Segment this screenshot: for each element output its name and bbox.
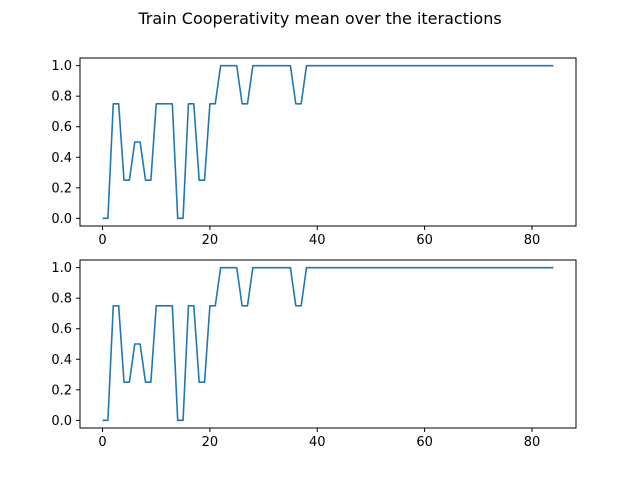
- y-tick-label: 1.0: [51, 59, 72, 74]
- x-tick-label: 0: [98, 233, 106, 248]
- plot-frame: [79, 57, 577, 227]
- y-tick-label: 0.6: [51, 120, 72, 135]
- y-tick-label: 0.2: [51, 383, 72, 398]
- x-tick-label: 0: [98, 435, 106, 450]
- subplot-top: 0 20 40 60 80 0.0 0.2 0.4 0.6 0.8 1.0: [51, 57, 577, 248]
- y-tick-label: 0.8: [51, 292, 72, 307]
- series-line: [102, 266, 554, 422]
- y-tick-label: 0.0: [51, 212, 72, 227]
- figure-title: Train Cooperativity mean over the iterac…: [137, 9, 501, 28]
- subplot-bottom: 0 20 40 60 80 0.0 0.2 0.4 0.6 0.8 1.0: [51, 259, 577, 450]
- y-tick-label: 0.0: [51, 414, 72, 429]
- y-tick-label: 0.4: [51, 151, 72, 166]
- y-tick-label: 0.6: [51, 322, 72, 337]
- x-tick-label: 40: [309, 435, 326, 450]
- x-tick-label: 20: [202, 233, 219, 248]
- plot-frame: [79, 259, 577, 429]
- series-line: [102, 64, 554, 220]
- y-tick-label: 0.8: [51, 90, 72, 105]
- y-tick-label: 0.4: [51, 353, 72, 368]
- x-tick-label: 80: [524, 435, 541, 450]
- y-tick-label: 0.2: [51, 181, 72, 196]
- x-tick-label: 80: [524, 233, 541, 248]
- x-tick-label: 20: [202, 435, 219, 450]
- x-tick-label: 40: [309, 233, 326, 248]
- x-tick-label: 60: [416, 233, 433, 248]
- x-tick-label: 60: [416, 435, 433, 450]
- y-tick-label: 1.0: [51, 261, 72, 276]
